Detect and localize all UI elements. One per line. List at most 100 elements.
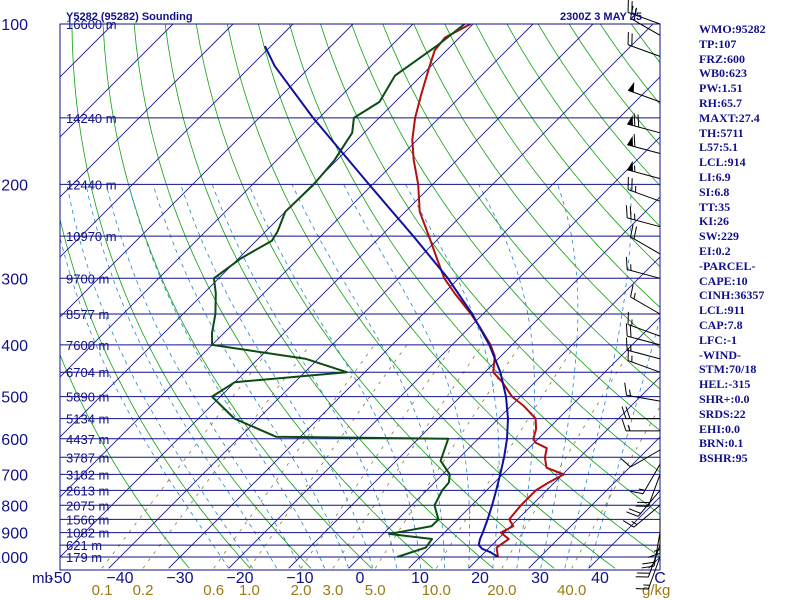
dry-adiabat: [195, 24, 555, 569]
isotherm: [60, 24, 354, 318]
index-item: RH:65.7: [699, 95, 742, 110]
mixing-ratio-label: 1.0: [239, 582, 260, 599]
index-item: STM:70/18: [699, 362, 757, 377]
mixing-ratio-label: 3.0: [322, 582, 343, 599]
dry-adiabat: [60, 353, 190, 569]
index-item: KI:26: [699, 214, 729, 229]
index-item: TP:107: [699, 36, 737, 51]
index-item: HEL:-315: [699, 377, 751, 392]
temperature-line: [411, 24, 565, 558]
moist-adiabat: [540, 184, 579, 569]
isotherm: [60, 24, 414, 378]
index-item: -WIND-: [699, 347, 741, 362]
moist-adiabat: [478, 184, 535, 569]
index-item: -PARCEL-: [699, 258, 756, 273]
isotherm: [528, 436, 660, 569]
height-label: 10970 m: [66, 229, 117, 244]
height-label: 8577 m: [66, 307, 109, 322]
isobars: [60, 23, 660, 558]
height-label: 2075 m: [66, 498, 109, 513]
temperature-tick-label: -50: [48, 570, 71, 587]
wind-barb: [621, 418, 660, 432]
wind-barb: [620, 449, 661, 468]
moist-adiabat: [60, 236, 230, 569]
wind-barb: [622, 504, 661, 528]
height-label: 5890 m: [66, 390, 109, 405]
index-item: BRN:0.1: [699, 436, 744, 451]
height-label: 5134 m: [66, 412, 109, 427]
index-item: SI:6.8: [699, 184, 730, 199]
moist-adiabat: [180, 184, 374, 569]
height-label: 14240 m: [66, 111, 117, 126]
index-item: CAP:7.8: [699, 317, 743, 332]
wind-barb: [627, 160, 661, 180]
wind-barb: [627, 113, 661, 134]
pressure-tick-label: 900: [1, 526, 28, 543]
isotherm: [60, 24, 294, 258]
pressure-tick-label: 700: [1, 467, 28, 484]
wind-barb: [625, 256, 661, 279]
mixing-ratio-line: [501, 344, 634, 569]
wind-barbs: [620, 0, 661, 590]
height-label: 16600 m: [66, 17, 117, 32]
index-item: LFC:-1: [699, 332, 737, 347]
index-item: TT:35: [699, 199, 731, 214]
isotherm: [60, 24, 474, 438]
wind-barb: [627, 311, 661, 337]
mixing-ratio-line: [374, 344, 521, 569]
index-item: CINH:36357: [699, 288, 765, 303]
isotherm: [348, 256, 660, 569]
height-label: 3182 m: [66, 467, 109, 482]
wind-barb: [647, 519, 661, 558]
temperature-tick-label: 40: [591, 570, 609, 587]
pressure-tick-label: 400: [1, 338, 28, 355]
wind-barb: [625, 337, 661, 360]
moist-adiabat: [152, 184, 350, 569]
wind-barb: [635, 556, 661, 590]
height-label: 179 m: [66, 550, 102, 565]
moist-adiabat: [588, 316, 660, 569]
wind-barb: [630, 224, 661, 255]
dry-adiabat: [382, 24, 660, 390]
dry-adiabat: [413, 24, 660, 349]
mixing-ratio-line: [101, 344, 274, 569]
temperature-tick-label: 30: [531, 570, 549, 587]
moist-adiabat: [248, 184, 422, 569]
pressure-tick-label: 200: [1, 177, 28, 194]
chart-title: Y5282 (95282) Sounding: [66, 11, 193, 23]
index-item: EHI:0.0: [699, 421, 741, 436]
dry-adiabat: [258, 24, 660, 558]
axis-labels: 0.1 0.2 0.6 1.0 2.0 3.0 5.0 10.0 20.0 40.0 g/kg100…: [0, 17, 670, 599]
temperature-tick-label: 10: [411, 570, 429, 587]
index-item: WB0:623: [699, 66, 747, 81]
mixing-ratio-label: 10.0: [422, 582, 451, 599]
height-label: 2613 m: [66, 483, 109, 498]
temperature-tick-label: 0: [356, 570, 365, 587]
wind-barb: [630, 5, 661, 36]
wind-barb: [627, 134, 661, 154]
pressure-tick-label: 1000: [0, 550, 28, 567]
moist-adiabat: [343, 184, 470, 569]
index-item: BSHR:95: [699, 451, 748, 466]
index-item: SHR+:0.0: [699, 391, 750, 406]
index-item: MAXT:27.4: [699, 110, 760, 125]
wind-barb: [627, 32, 661, 57]
wind-barb: [627, 176, 661, 202]
temperature-unit-label: C: [654, 570, 666, 587]
height-label: 4437 m: [66, 432, 109, 447]
temperature-tick-label: −40: [106, 570, 133, 587]
mixing-ratio-line: [142, 344, 311, 569]
pressure-tick-label: 300: [1, 271, 28, 288]
height-label: 621 m: [66, 538, 102, 553]
height-label: 1566 m: [66, 512, 109, 527]
index-item: TH:5711: [699, 125, 744, 140]
isotherm: [108, 24, 654, 569]
stability-indices-panel: WMO:95282 TP:107 FRZ:600 WB0:623 PW:1.51 RH:6…: [699, 22, 799, 466]
valid-time: 2300Z 3 MAY 25: [560, 11, 642, 23]
isotherm: [60, 24, 534, 498]
dry-adiabat: [60, 217, 251, 569]
index-item: WMO:95282: [699, 22, 766, 36]
moist-adiabat: [128, 184, 326, 569]
mixing-ratio-label: 2.0: [291, 582, 312, 599]
